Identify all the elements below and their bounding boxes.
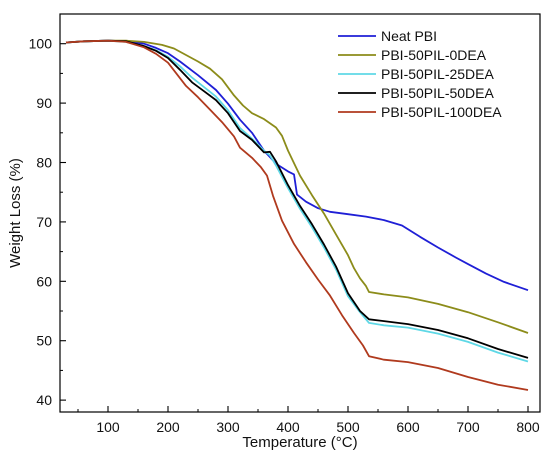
y-tick-label: 100 (29, 36, 53, 52)
x-tick-label: 200 (156, 419, 180, 435)
series-line-1 (65, 39, 529, 334)
legend-label-2: PBI-50PIL-25DEA (381, 66, 494, 82)
x-tick-label: 400 (276, 419, 300, 435)
x-axis-title: Temperature (°C) (242, 434, 357, 451)
legend-label-4: PBI-50PIL-100DEA (381, 104, 502, 120)
plot-frame (59, 13, 541, 413)
x-tick-label: 500 (336, 419, 360, 435)
y-tick-label: 50 (36, 333, 52, 349)
y-tick-label: 90 (36, 95, 52, 111)
ticks (60, 13, 529, 412)
y-tick-label: 80 (36, 155, 52, 171)
y-axis-title: Weight Loss (%) (7, 158, 24, 268)
series-lines (65, 39, 529, 391)
x-tick-label: 700 (456, 419, 480, 435)
x-tick-label: 100 (96, 419, 120, 435)
x-tick-label: 800 (516, 419, 540, 435)
legend: Neat PBI PBI-50PIL-0DEA PBI-50PIL-25DEA PBI… (338, 28, 502, 120)
tick-labels: 100 200 300 400 500 600 700 800 40 50 60 70 80 90 100 (29, 36, 540, 435)
series-line-3 (65, 39, 529, 359)
y-tick-label: 60 (36, 273, 52, 289)
x-tick-label: 300 (216, 419, 240, 435)
series-line-0 (65, 39, 529, 292)
series-line-4 (65, 39, 529, 391)
legend-label-1: PBI-50PIL-0DEA (381, 47, 487, 63)
x-tick-label: 600 (396, 419, 420, 435)
legend-label-3: PBI-50PIL-50DEA (381, 85, 494, 101)
y-tick-label: 70 (36, 214, 52, 230)
y-tick-label: 40 (36, 392, 52, 408)
legend-label-0: Neat PBI (381, 28, 437, 44)
